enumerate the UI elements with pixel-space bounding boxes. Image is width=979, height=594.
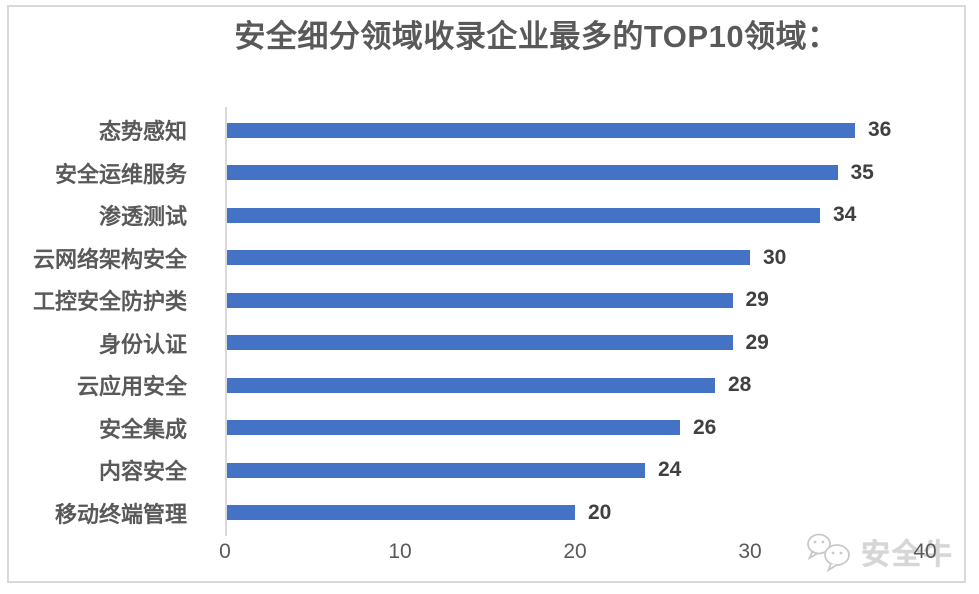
bar-track: 28	[225, 364, 964, 407]
bar-track: 36	[225, 109, 964, 152]
chart-title: 安全细分领域收录企业最多的TOP10领域：	[234, 19, 839, 54]
bar-row: 态势感知 36	[9, 109, 964, 152]
bar	[225, 462, 645, 478]
bar-row: 云网络架构安全 30	[9, 237, 964, 280]
plot-area: 态势感知 36 安全运维服务 35 渗透测试 34 云网络架构安全 30 工控安全防护类 29 身份…	[9, 107, 964, 570]
wechat-icon	[807, 533, 850, 573]
chart-container: 安全细分领域收录企业最多的TOP10领域： 态势感知 36 安全运维服务 35 渗透测试…	[7, 5, 966, 583]
x-tick-label: 40	[913, 540, 937, 563]
bar-track: 30	[225, 237, 964, 280]
category-label: 身份认证	[98, 331, 187, 357]
value-label: 30	[763, 245, 787, 269]
category-label: 工控安全防护类	[32, 289, 187, 315]
bar-track: 34	[225, 194, 964, 237]
bar-row: 安全运维服务 35	[9, 152, 964, 195]
category-label: 态势感知	[98, 119, 187, 145]
x-tick-label: 0	[219, 540, 231, 563]
value-label: 24	[658, 458, 682, 482]
bar-row: 内容安全 24	[9, 449, 964, 492]
bar-row: 移动终端管理 20	[9, 492, 964, 535]
value-label: 29	[745, 288, 769, 312]
bar	[225, 335, 733, 351]
value-label: 20	[588, 500, 612, 524]
bar-row: 云应用安全 28	[9, 364, 964, 407]
bar-row: 安全集成 26	[9, 407, 964, 450]
x-tick-label: 30	[738, 540, 762, 563]
bar	[225, 207, 820, 223]
value-label: 26	[693, 415, 717, 439]
category-label: 安全运维服务	[54, 161, 187, 187]
bar-row: 渗透测试 34	[9, 194, 964, 237]
x-axis-ticks: 0 10 20 30 40	[9, 540, 964, 570]
bar-track: 35	[225, 152, 964, 195]
bar-row: 工控安全防护类 29	[9, 279, 964, 322]
category-label: 云网络架构安全	[32, 246, 187, 272]
category-label: 云应用安全	[76, 374, 187, 400]
category-label: 渗透测试	[98, 204, 187, 230]
bar	[225, 250, 750, 266]
value-label: 34	[833, 203, 857, 227]
value-label: 28	[728, 373, 752, 397]
value-label: 35	[850, 160, 874, 184]
bar	[225, 165, 838, 181]
bar-row: 身份认证 29	[9, 322, 964, 365]
bar	[225, 505, 575, 521]
category-label: 安全集成	[98, 416, 187, 442]
bar	[225, 292, 733, 308]
bar-track: 26	[225, 407, 964, 450]
bar	[225, 377, 715, 393]
bar-track: 24	[225, 449, 964, 492]
bar-track: 29	[225, 279, 964, 322]
bar-rows: 态势感知 36 安全运维服务 35 渗透测试 34 云网络架构安全 30 工控安全防护类 29 身份…	[9, 109, 964, 534]
category-label: 移动终端管理	[54, 501, 187, 527]
x-tick-label: 10	[388, 540, 412, 563]
bar	[225, 420, 680, 436]
y-axis-line	[225, 107, 227, 536]
value-label: 36	[868, 118, 892, 142]
category-label: 内容安全	[98, 459, 187, 485]
bar-track: 20	[225, 492, 964, 535]
bar-track: 29	[225, 322, 964, 365]
value-label: 29	[745, 330, 769, 354]
x-tick-label: 20	[563, 540, 587, 563]
watermark-label: 安全牛	[860, 539, 954, 571]
watermark: 安全牛	[804, 531, 954, 573]
bar	[225, 122, 855, 138]
